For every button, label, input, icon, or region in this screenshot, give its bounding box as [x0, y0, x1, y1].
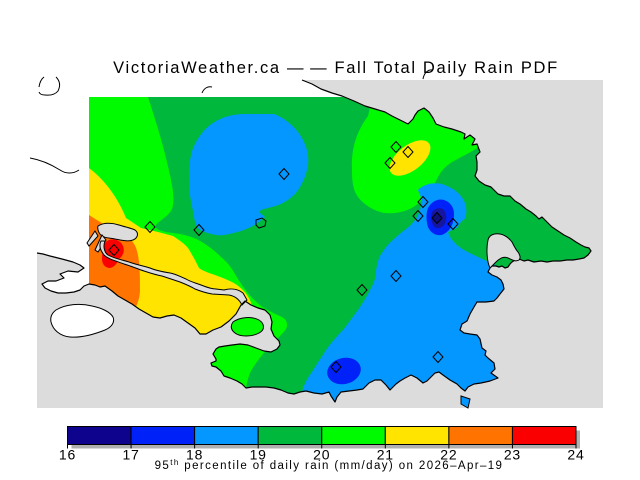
svg-text:22: 22 [440, 447, 457, 463]
svg-text:23: 23 [504, 447, 521, 463]
svg-text:21: 21 [377, 447, 394, 463]
svg-text:18: 18 [186, 447, 203, 463]
svg-text:19: 19 [250, 447, 267, 463]
svg-text:95th percentile of daily rain: 95th percentile of daily rain (mm/day) o… [155, 458, 504, 472]
svg-text:20: 20 [313, 447, 330, 463]
svg-text:17: 17 [122, 447, 139, 463]
svg-text:VictoriaWeather.ca — — Fall To: VictoriaWeather.ca — — Fall Total Daily … [113, 59, 559, 77]
svg-text:16: 16 [59, 447, 76, 463]
svg-text:24: 24 [567, 447, 584, 463]
